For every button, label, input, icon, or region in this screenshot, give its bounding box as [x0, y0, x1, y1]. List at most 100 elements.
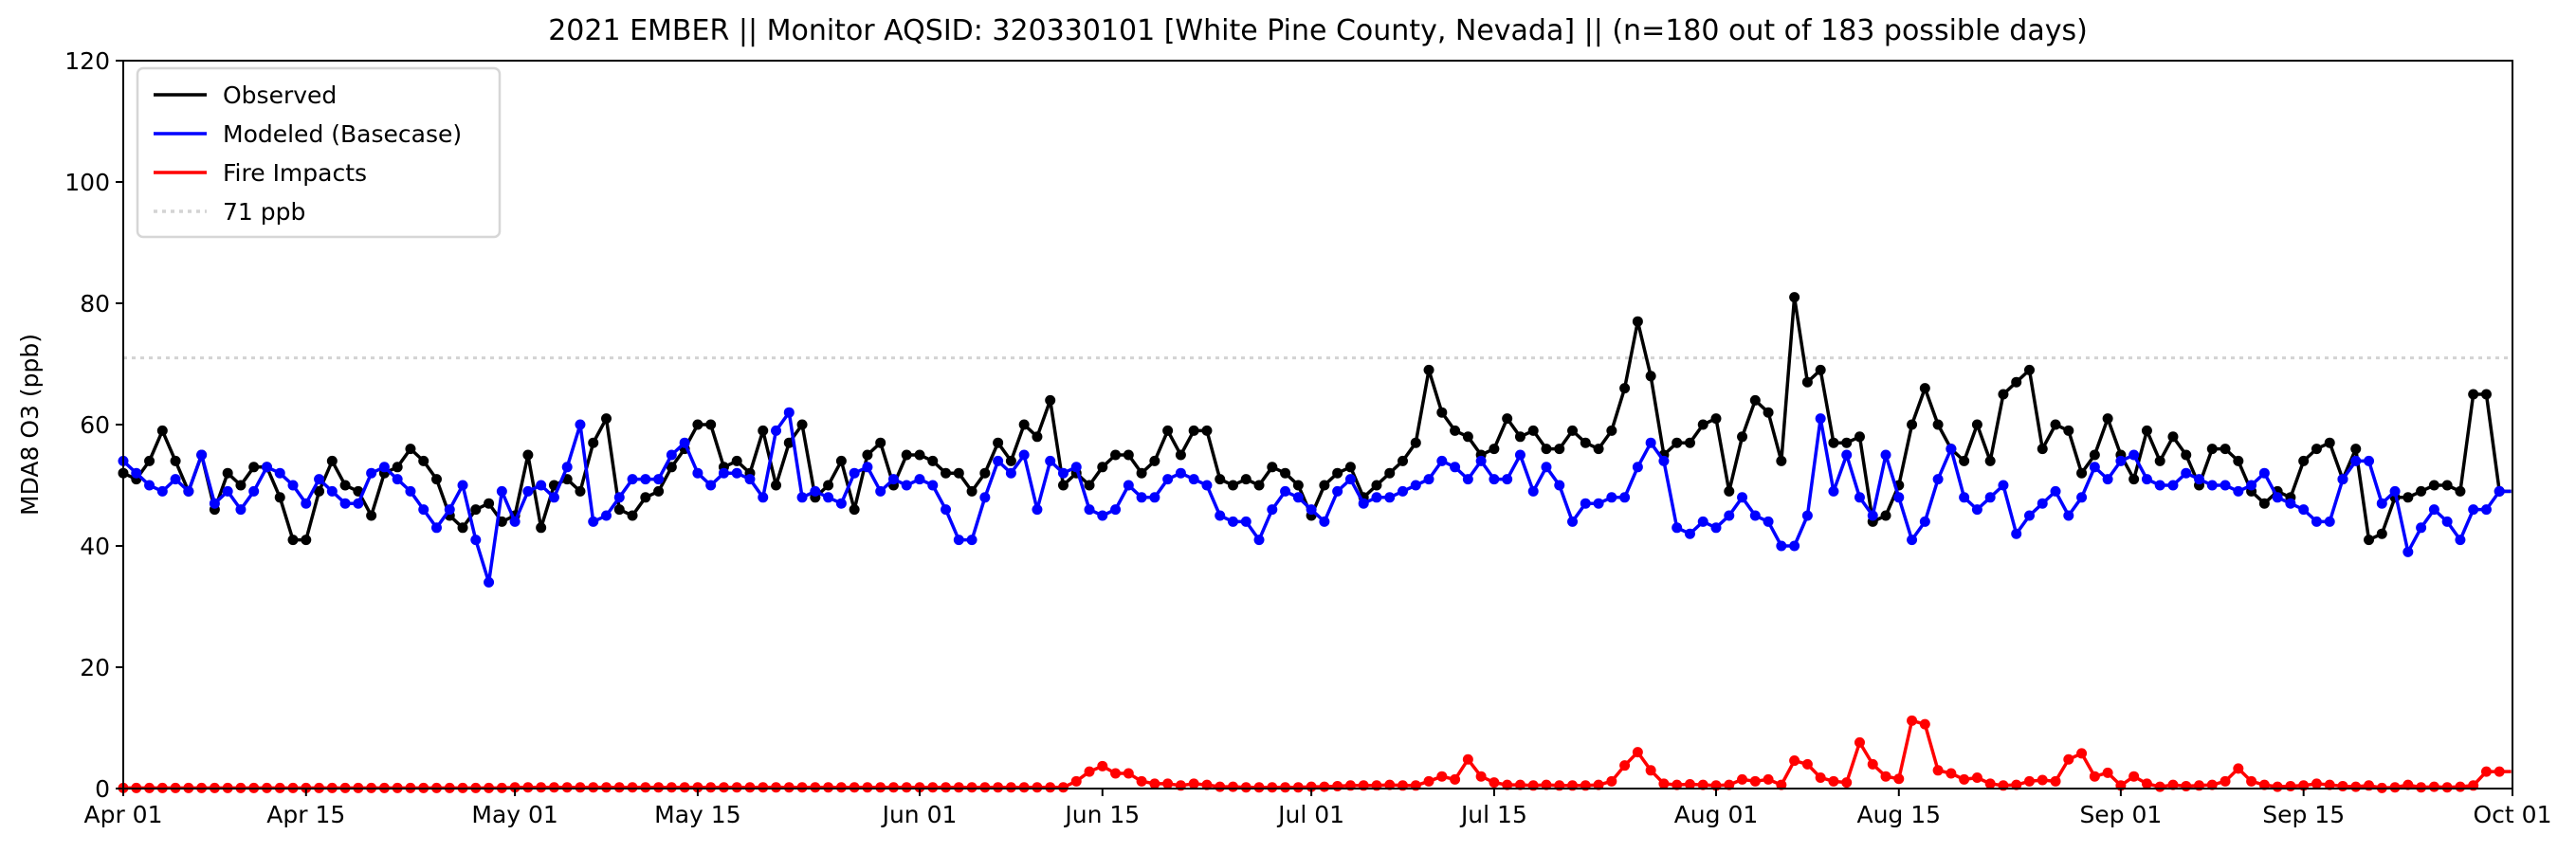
data-point [1658, 778, 1670, 789]
data-point [2389, 782, 2401, 793]
data-point [1162, 425, 1174, 436]
data-point [2272, 781, 2283, 792]
data-point [1737, 492, 1748, 503]
data-point [1188, 474, 1199, 485]
data-point [1697, 516, 1708, 527]
data-point [627, 782, 638, 793]
data-point [1436, 455, 1448, 466]
data-point [339, 498, 351, 509]
data-point [613, 782, 625, 793]
data-point [1514, 449, 1526, 461]
data-point [522, 782, 534, 793]
data-point [1697, 779, 1708, 790]
data-point [1959, 455, 1970, 466]
data-point [1632, 747, 1643, 758]
data-point [2063, 425, 2074, 436]
data-point [1032, 431, 1043, 443]
data-point [1319, 480, 1330, 491]
data-point [1606, 425, 1617, 436]
data-point [1384, 492, 1396, 503]
data-point [2023, 364, 2035, 375]
data-point [979, 467, 991, 479]
data-point [2416, 782, 2427, 793]
data-point [457, 480, 468, 491]
data-point [2076, 492, 2088, 503]
data-point [1841, 449, 1853, 461]
data-point [1763, 773, 1774, 785]
data-point [1136, 467, 1147, 479]
series-line [121, 410, 2501, 585]
data-point [2258, 498, 2270, 509]
data-point [536, 480, 547, 491]
data-point [1267, 782, 1278, 793]
data-point [823, 492, 834, 503]
data-point [1801, 510, 1813, 521]
data-point [1593, 779, 1604, 790]
data-point [326, 455, 338, 466]
data-point [1136, 492, 1147, 503]
data-point [823, 782, 834, 793]
data-point [953, 535, 964, 546]
data-point [1084, 766, 1095, 777]
data-point [301, 535, 312, 546]
data-point [1541, 444, 1552, 455]
data-point [849, 504, 860, 516]
data-point [1828, 485, 1839, 497]
data-point [222, 467, 233, 479]
data-point [2337, 780, 2348, 791]
data-point [796, 419, 808, 430]
data-point [1267, 504, 1278, 516]
data-point [1410, 480, 1421, 491]
data-point [2455, 781, 2466, 792]
data-point [2258, 467, 2270, 479]
data-point [1398, 455, 1409, 466]
data-point [2023, 510, 2035, 521]
data-point [2324, 437, 2335, 448]
legend-label: Fire Impacts [223, 159, 367, 187]
data-point [744, 474, 756, 485]
data-point [287, 480, 299, 491]
data-point [2311, 444, 2322, 455]
data-point [2376, 528, 2387, 539]
data-point [1423, 364, 1434, 375]
data-point [2011, 376, 2022, 388]
series-line [123, 718, 2500, 790]
data-point [430, 474, 442, 485]
data-point [1227, 516, 1238, 527]
data-point [2246, 775, 2257, 787]
data-point [2364, 455, 2375, 466]
data-point [1828, 437, 1839, 448]
data-point [1319, 781, 1330, 792]
data-point [2011, 528, 2022, 539]
data-point [561, 782, 573, 793]
data-point [1384, 467, 1396, 479]
data-point [1776, 455, 1787, 466]
data-point [1749, 775, 1761, 787]
data-point [1097, 462, 1108, 473]
data-point [1672, 779, 1683, 790]
data-point [405, 485, 416, 497]
data-point [2364, 535, 2375, 546]
data-point [1959, 492, 1970, 503]
data-point [1475, 771, 1487, 782]
data-point [1280, 467, 1291, 479]
data-point [144, 480, 155, 491]
data-point [183, 485, 194, 497]
data-point [522, 485, 534, 497]
data-point [366, 510, 377, 521]
data-point [731, 782, 742, 793]
data-point [1005, 782, 1016, 793]
data-point [2441, 516, 2453, 527]
data-point [1672, 437, 1683, 448]
data-point [509, 516, 521, 527]
data-point [1032, 504, 1043, 516]
data-point [901, 449, 912, 461]
data-point [1489, 444, 1500, 455]
data-point [1907, 715, 1918, 726]
data-point [1371, 492, 1382, 503]
data-point [2298, 504, 2310, 516]
data-point [2468, 504, 2479, 516]
data-point [2037, 774, 2048, 786]
data-point [1593, 498, 1604, 509]
data-point [1580, 437, 1591, 448]
